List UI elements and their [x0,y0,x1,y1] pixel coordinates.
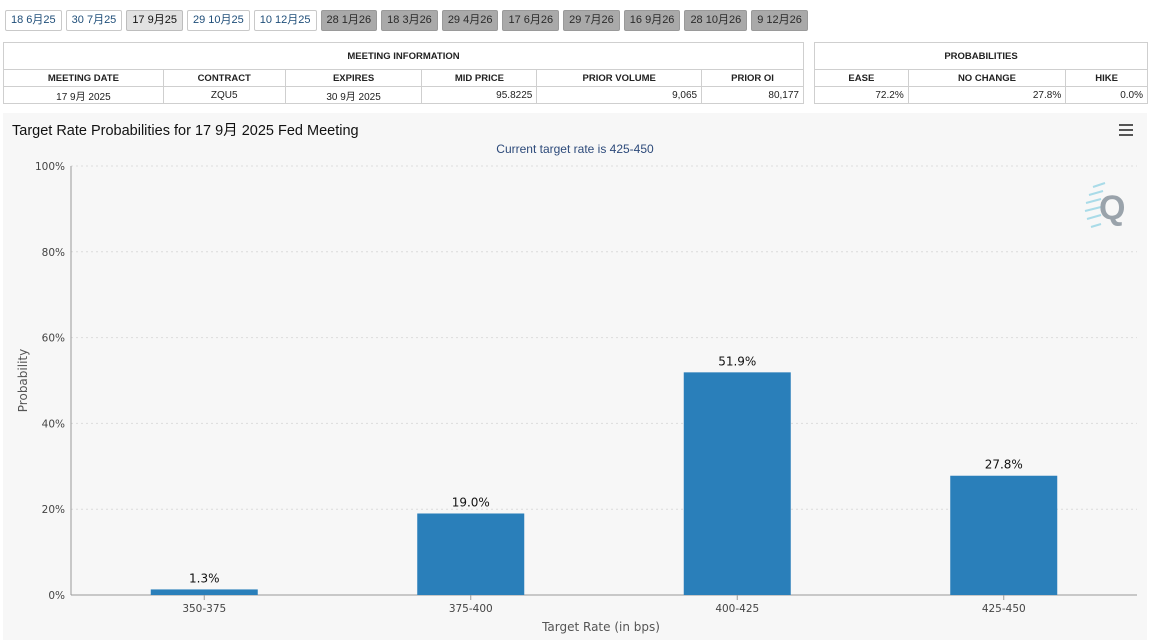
chart-menu-icon[interactable] [1119,124,1133,136]
y-tick-label: 0% [48,590,65,602]
header-no-change: NO CHANGE [907,69,1067,87]
x-tick-label: 350-375 [182,603,226,615]
bar-375-400 [417,513,525,595]
meeting-information-table: MEETING INFORMATION MEETING DATE CONTRAC… [3,42,804,104]
tab-meeting-10[interactable]: 16 9月26 [623,10,681,31]
x-tick-label: 425-450 [982,603,1026,615]
meeting-tabs: 18 6月25 30 7月25 17 9月25 29 10月25 10 12月25 28 … [5,10,808,32]
chart-title: Target Rate Probabilities for 17 9月 2025… [12,123,359,139]
tab-meeting-0[interactable]: 18 6月25 [5,10,62,31]
tab-meeting-2[interactable]: 17 9月25 [126,10,183,31]
chart-subtitle: Current target rate is 425-450 [496,142,654,156]
y-tick-label: 60% [42,333,65,345]
tab-meeting-4[interactable]: 10 12月25 [253,10,317,31]
tab-meeting-8[interactable]: 17 6月26 [502,10,560,31]
table-row: 72.2% 27.8% 0.0% [814,86,1148,104]
y-tick-label: 100% [35,161,65,173]
mid-price-value: 95.8225 [421,86,538,104]
header-mid-price: MID PRICE [421,69,538,87]
header-expires: EXPIRES [284,69,423,87]
meeting-date-value: 17 9月 2025 [3,86,164,104]
tab-meeting-11[interactable]: 28 10月26 [684,10,748,31]
expires-value: 30 9月 2025 [284,86,423,104]
tab-meeting-1[interactable]: 30 7月25 [65,10,123,31]
bar-350-375 [150,589,258,595]
contract-value: ZQU5 [162,86,286,104]
tab-meeting-3[interactable]: 29 10月25 [186,10,250,31]
y-tick-label: 20% [42,504,65,516]
probabilities-table: PROBABILITIES EASE NO CHANGE HIKE 72.2% … [814,42,1148,104]
tab-meeting-6[interactable]: 18 3月26 [381,10,438,31]
prior-oi-value: 80,177 [701,86,804,104]
y-tick-label: 40% [42,418,65,430]
data-label: 19.0% [452,495,490,509]
x-tick-label: 400-425 [715,603,759,615]
hike-value: 0.0% [1065,86,1148,104]
probability-bar-chart: 0% 20% 40% 60% 80% 100% 1.3% 350-375 19.0% 375-40… [16,161,1137,634]
quikstrike-logo-icon: Q [1084,182,1125,228]
data-label: 51.9% [718,354,756,368]
bar-400-425 [683,372,791,595]
tab-meeting-12[interactable]: 9 12月26 [751,10,808,31]
table-row: 17 9月 2025 ZQU5 30 9月 2025 95.8225 9,065… [3,86,804,104]
svg-text:Q: Q [1099,189,1125,227]
tab-meeting-5[interactable]: 28 1月26 [320,10,378,31]
header-ease: EASE [814,69,909,87]
probabilities-title: PROBABILITIES [814,42,1148,70]
header-meeting-date: MEETING DATE [3,69,164,87]
header-prior-volume: PRIOR VOLUME [536,69,703,87]
meeting-info-title: MEETING INFORMATION [3,42,804,70]
no-change-value: 27.8% [907,86,1067,104]
header-hike: HIKE [1065,69,1148,87]
prior-volume-value: 9,065 [536,86,703,104]
header-prior-oi: PRIOR OI [701,69,804,87]
y-tick-label: 80% [42,247,65,259]
y-axis-title: Probability [16,349,30,412]
data-label: 1.3% [189,571,220,585]
tab-meeting-9[interactable]: 29 7月26 [563,10,620,31]
ease-value: 72.2% [814,86,909,104]
header-contract: CONTRACT [162,69,286,87]
tab-meeting-7[interactable]: 29 4月26 [441,10,499,31]
bar-425-450 [950,475,1058,595]
x-tick-label: 375-400 [449,603,493,615]
x-axis-title: Target Rate (in bps) [541,620,660,634]
chart-panel: Target Rate Probabilities for 17 9月 2025… [3,113,1147,640]
data-label: 27.8% [985,458,1023,472]
